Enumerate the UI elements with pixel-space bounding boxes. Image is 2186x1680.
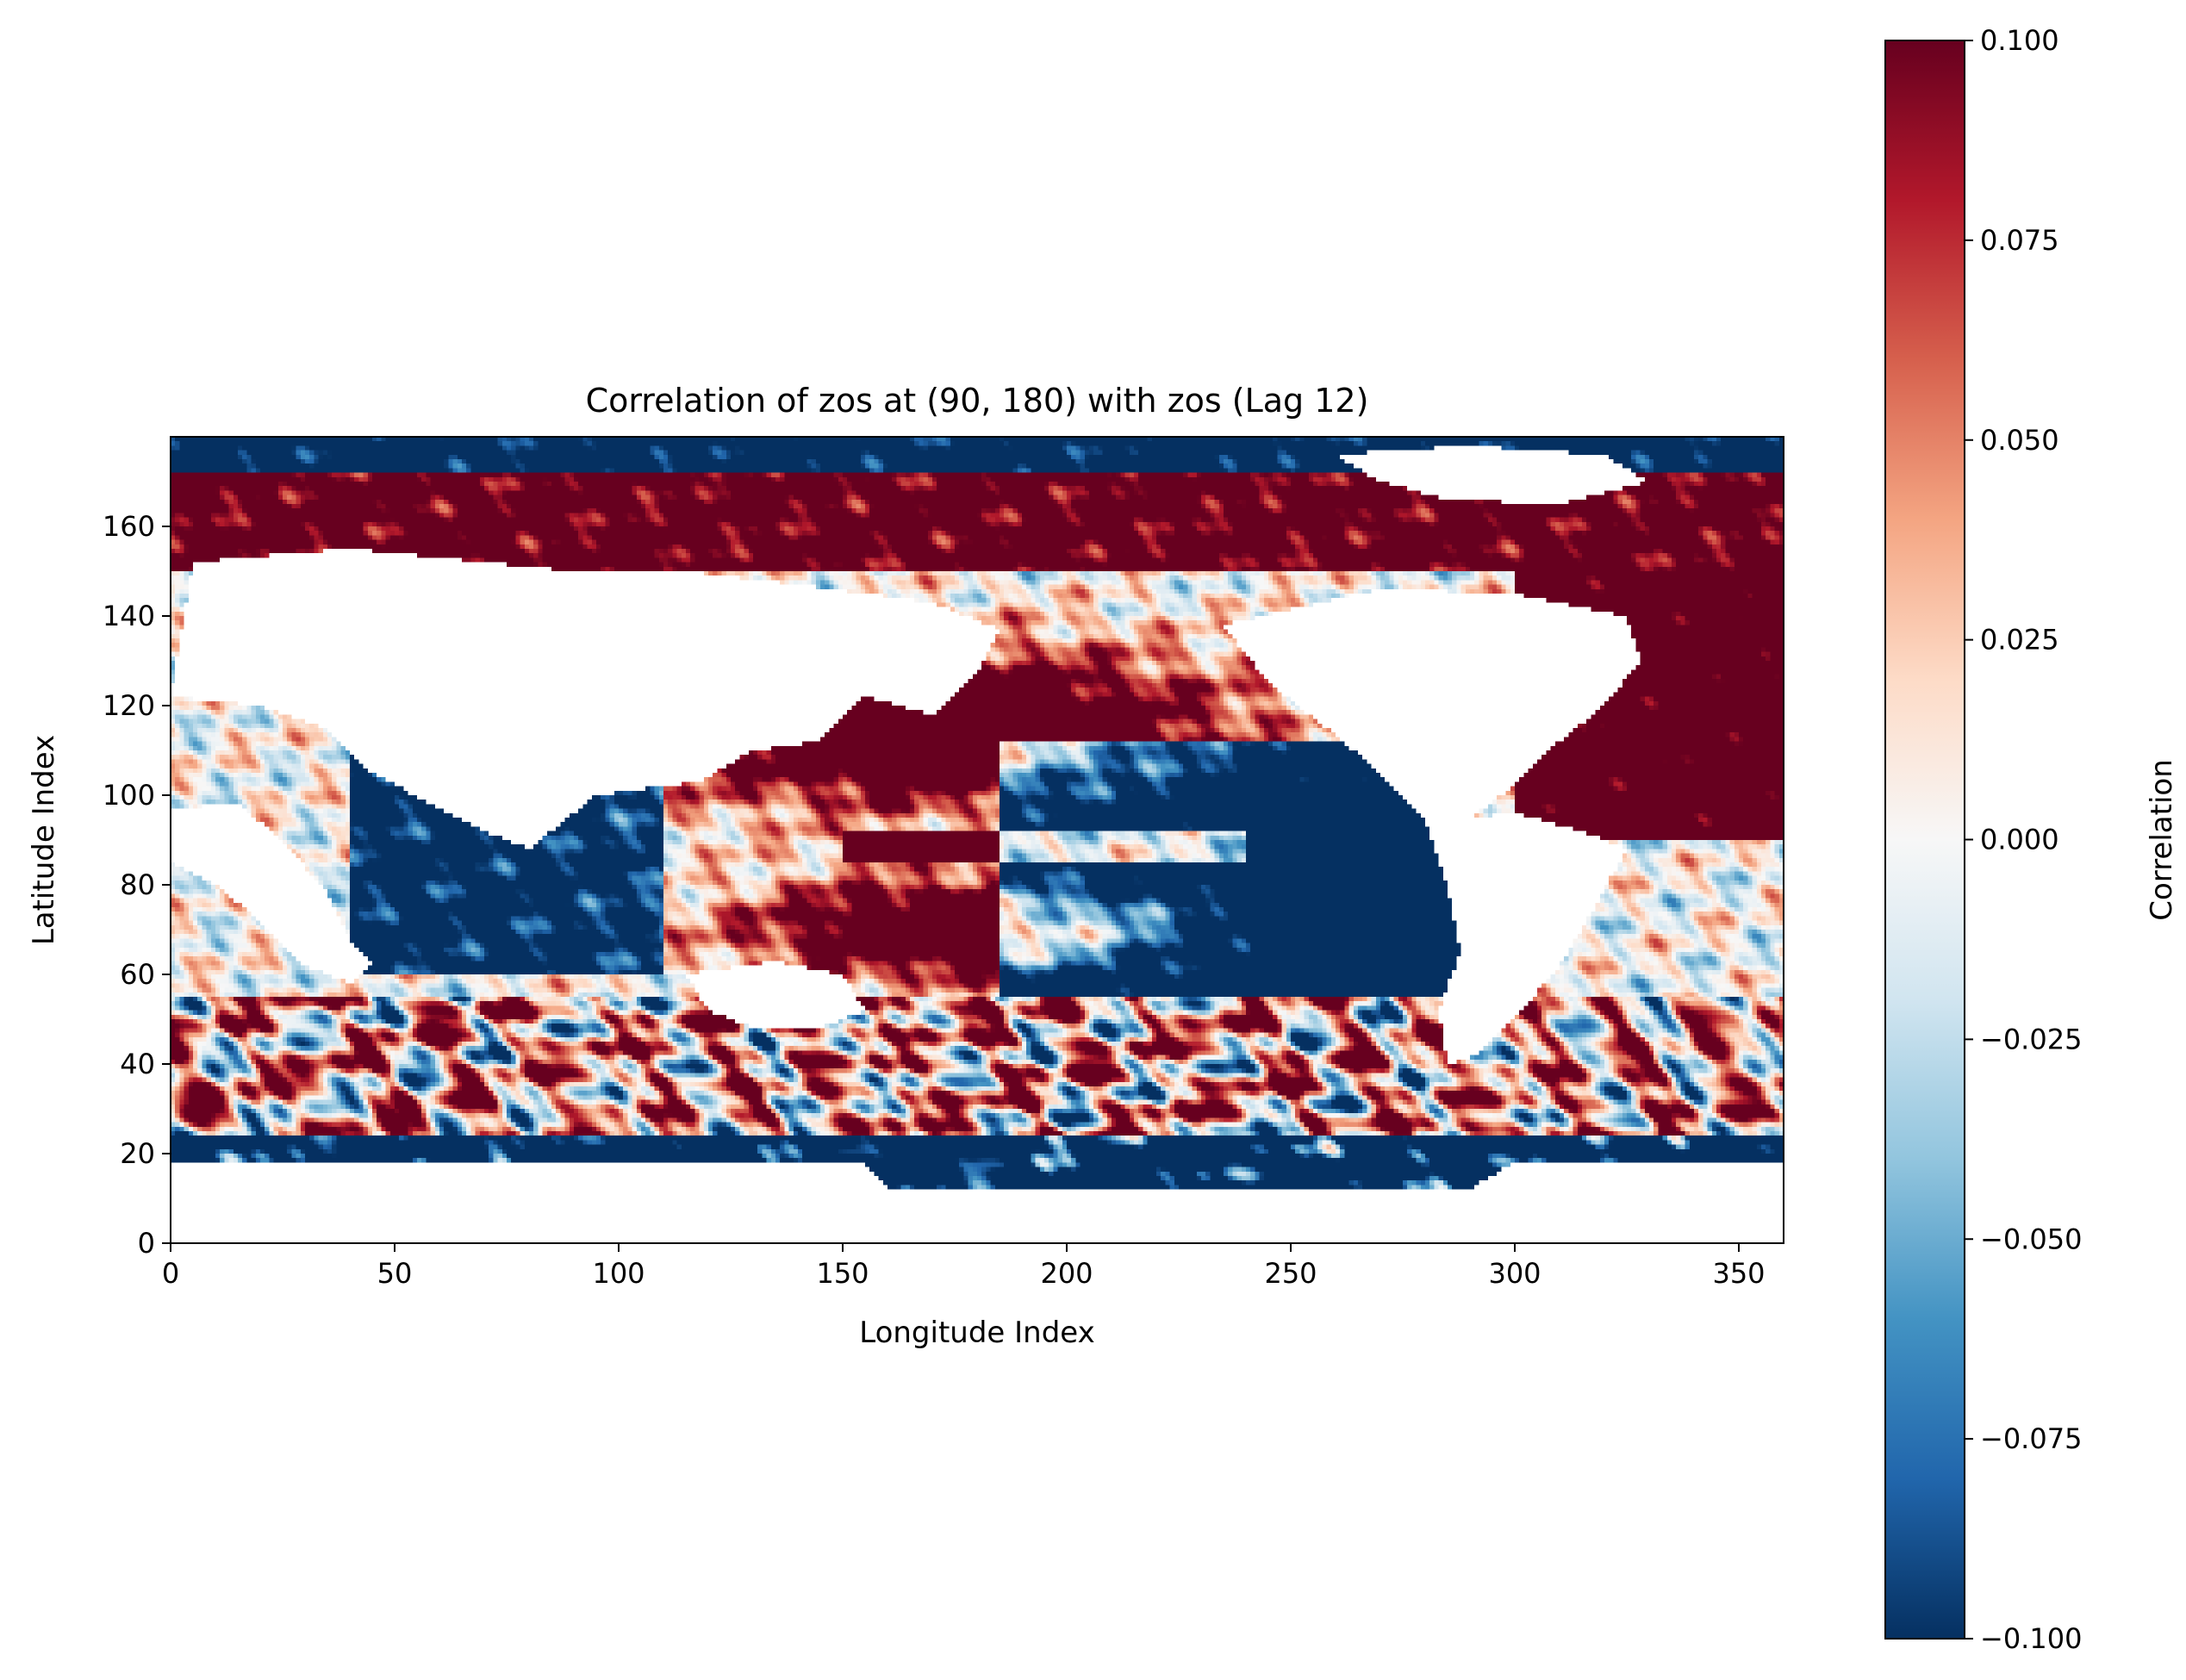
colorbar-tick-label: 0.100 <box>1980 24 2059 57</box>
x-tick-label: 150 <box>816 1257 869 1290</box>
colorbar-ticks: 0.100 0.075 0.050 0.025 0.000 −0.025 −0.050 −0.… <box>1965 24 2082 1655</box>
y-tick-label: 140 <box>103 600 155 632</box>
x-axis: 0 50 100 150 200 250 300 350 <box>162 1243 1766 1290</box>
colorbar-tick-label: −0.075 <box>1980 1422 2082 1455</box>
colorbar-tick-label: 0.000 <box>1980 824 2059 856</box>
plot-frame <box>170 436 1784 1244</box>
heatmap-plot-area <box>170 436 1784 1244</box>
y-tick-label: 80 <box>120 868 155 901</box>
x-axis-label: Longitude Index <box>859 1316 1095 1350</box>
x-tick-label: 200 <box>1040 1257 1093 1290</box>
colorbar-tick-label: 0.025 <box>1980 624 2059 656</box>
y-tick-label: 100 <box>103 779 155 812</box>
x-tick-label: 350 <box>1712 1257 1765 1290</box>
chart-title: Correlation of zos at (90, 180) with zos… <box>586 382 1369 420</box>
y-tick-label: 120 <box>103 689 155 722</box>
x-tick-label: 100 <box>592 1257 645 1290</box>
colorbar-tick-label: −0.025 <box>1980 1023 2082 1055</box>
y-tick-label: 60 <box>120 958 155 991</box>
y-tick-label: 20 <box>120 1137 155 1170</box>
colorbar: 0.100 0.075 0.050 0.025 0.000 −0.025 −0.050 −0.… <box>1884 24 2179 1655</box>
y-tick-label: 160 <box>103 510 155 543</box>
colorbar-label: Correlation <box>2145 759 2179 920</box>
heatmap-raster <box>171 437 1784 1243</box>
x-tick-label: 0 <box>162 1257 179 1290</box>
colorbar-tick-label: 0.075 <box>1980 224 2059 257</box>
x-tick-label: 300 <box>1488 1257 1541 1290</box>
colorbar-tick-label: −0.100 <box>1980 1622 2082 1655</box>
y-tick-label: 40 <box>120 1048 155 1080</box>
x-tick-label: 50 <box>377 1257 413 1290</box>
x-tick-label: 250 <box>1264 1257 1317 1290</box>
y-axis-label: Latitude Index <box>27 735 61 945</box>
y-axis: 0 20 40 60 80 100 120 140 160 <box>103 510 171 1260</box>
colorbar-tick-label: 0.050 <box>1980 424 2059 457</box>
y-tick-label: 0 <box>138 1227 155 1260</box>
colorbar-gradient <box>1884 40 1965 1640</box>
colorbar-tick-label: −0.050 <box>1980 1223 2082 1255</box>
